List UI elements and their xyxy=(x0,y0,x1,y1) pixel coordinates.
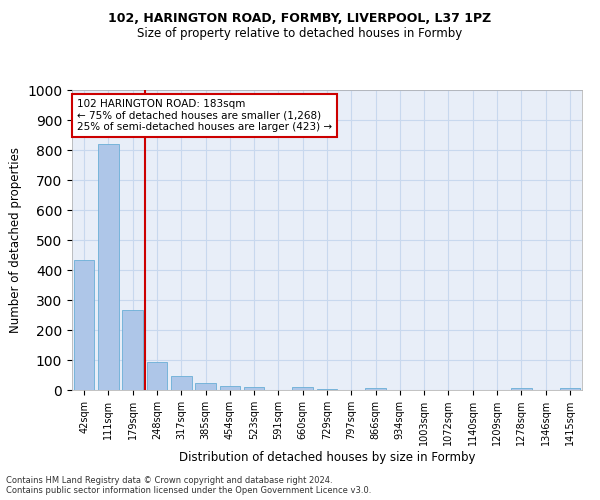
X-axis label: Distribution of detached houses by size in Formby: Distribution of detached houses by size … xyxy=(179,451,475,464)
Bar xyxy=(146,362,167,390)
Bar xyxy=(220,386,240,390)
Y-axis label: Number of detached properties: Number of detached properties xyxy=(8,147,22,333)
Text: Size of property relative to detached houses in Formby: Size of property relative to detached ho… xyxy=(137,28,463,40)
Bar xyxy=(365,388,386,390)
Text: 102, HARINGTON ROAD, FORMBY, LIVERPOOL, L37 1PZ: 102, HARINGTON ROAD, FORMBY, LIVERPOOL, … xyxy=(109,12,491,26)
Text: Contains HM Land Registry data © Crown copyright and database right 2024.
Contai: Contains HM Land Registry data © Crown c… xyxy=(6,476,371,495)
Bar xyxy=(195,384,216,390)
Bar xyxy=(122,310,143,390)
Bar xyxy=(244,388,265,390)
Bar xyxy=(171,376,191,390)
Text: 102 HARINGTON ROAD: 183sqm
← 75% of detached houses are smaller (1,268)
25% of s: 102 HARINGTON ROAD: 183sqm ← 75% of deta… xyxy=(77,99,332,132)
Bar xyxy=(74,260,94,390)
Bar xyxy=(317,388,337,390)
Bar xyxy=(560,388,580,390)
Bar xyxy=(98,144,119,390)
Bar xyxy=(292,386,313,390)
Bar xyxy=(511,388,532,390)
